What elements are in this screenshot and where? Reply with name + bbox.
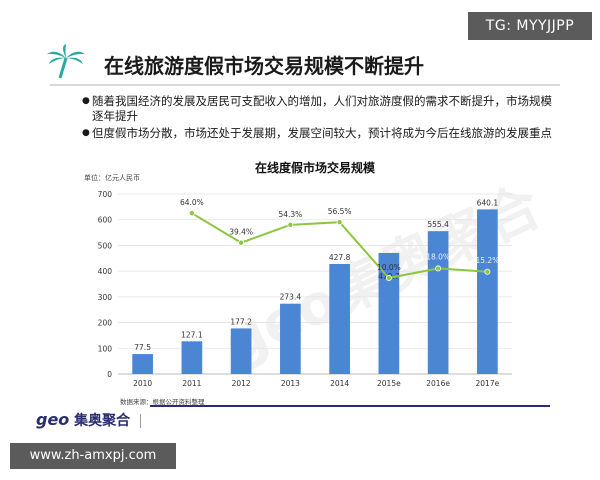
x-tick-label: 2016e [426, 379, 450, 388]
bar-value-label: 127.1 [181, 330, 203, 339]
title-divider [50, 84, 560, 86]
x-tick-label: 2011 [182, 379, 201, 388]
y-tick-label: 200 [98, 319, 113, 328]
growth-value-label: 10.0% [377, 263, 401, 272]
growth-value-label: 54.3% [278, 210, 302, 219]
bar [477, 209, 498, 374]
footer-tick [140, 414, 141, 428]
bar-value-label: 273.4 [280, 293, 302, 302]
bullet-item: 但度假市场分散，市场还处于发展期，发展空间较大，预计将成为今后在线旅游的发展重点 [82, 126, 562, 141]
chart-source: 数据来源：根据公开资料整理 [120, 398, 205, 406]
y-tick-label: 100 [98, 344, 113, 353]
bar [181, 341, 203, 374]
growth-point [188, 210, 195, 217]
bullet-list: 随着我国经济的发展及居民可支配收入的增加，人们对旅游度假的需求不断提升，市场规模… [82, 94, 562, 143]
x-tick-label: 2010 [133, 379, 152, 388]
growth-value-label: 18.0% [426, 252, 450, 261]
x-tick-label: 2013 [281, 379, 300, 388]
bullet-item: 随着我国经济的发展及居民可支配收入的增加，人们对旅游度假的需求不断提升，市场规模… [82, 94, 562, 124]
growth-value-label: 15.2% [475, 256, 499, 265]
tg-badge: TG: MYYJJPP [468, 12, 592, 40]
logo-cn-text: 集奥聚合 [74, 413, 131, 429]
bar [427, 231, 449, 374]
bar [329, 263, 350, 374]
page-title: 在线旅游度假市场交易规模不断提升 [104, 54, 424, 78]
bar-value-label: 640.1 [477, 198, 499, 207]
y-tick-label: 300 [98, 293, 113, 302]
y-tick-label: 0 [107, 370, 112, 379]
growth-point [484, 268, 491, 275]
growth-value-label: 56.5% [328, 207, 352, 216]
chart-title: 在线度假市场交易规模 [255, 160, 376, 175]
growth-point [435, 265, 442, 272]
bar [378, 252, 400, 374]
footer-logo: geo 集奥聚合 [36, 410, 130, 430]
y-tick-label: 400 [98, 267, 113, 276]
x-tick-label: 2015e [377, 379, 401, 388]
bar-value-label: 427.8 [329, 253, 351, 262]
website-url: www.zh-amxpj.com [10, 443, 176, 469]
logo-geo-text: geo [36, 410, 70, 429]
y-tick-label: 500 [98, 241, 113, 250]
growth-point [238, 239, 245, 246]
growth-value-label: 64.0% [180, 198, 204, 207]
growth-point [336, 219, 343, 226]
growth-point [287, 221, 294, 228]
bar [230, 328, 252, 374]
chart-container: 在线度假市场交易规模单位：亿元人民币 0 100 200 300 400 500 600 700… [82, 160, 526, 400]
growth-point [385, 275, 392, 282]
bar-value-label: 555.4 [427, 220, 449, 229]
x-tick-label: 2017e [476, 379, 500, 388]
x-tick-label: 2012 [232, 379, 251, 388]
y-tick-label: 700 [98, 190, 113, 199]
bar-value-label: 177.2 [230, 317, 252, 326]
x-tick-label: 2014 [330, 379, 349, 388]
bar [132, 354, 153, 374]
palm-tree-icon [47, 44, 85, 79]
bar-value-label: 77.5 [134, 343, 151, 352]
y-tick-label: 600 [98, 216, 113, 225]
chart-unit-label: 单位：亿元人民币 [84, 173, 140, 182]
growth-value-label: 39.4% [229, 228, 253, 237]
bar [280, 303, 301, 374]
footer-divider [150, 405, 550, 407]
